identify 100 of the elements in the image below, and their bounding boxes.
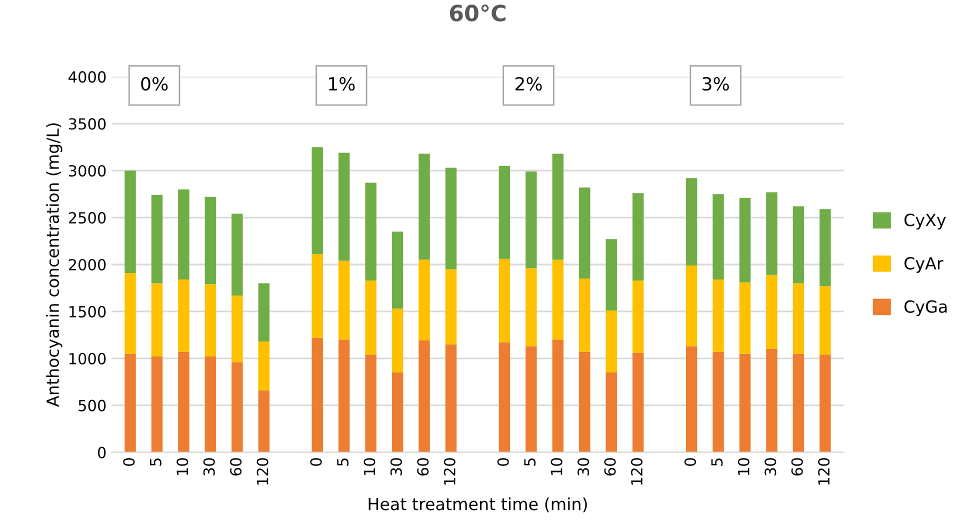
annotation: 2% xyxy=(516,77,542,91)
y-tick-label: 500 xyxy=(78,400,106,412)
x-tick-label: 120 xyxy=(444,458,456,485)
bar xyxy=(312,338,323,452)
bar xyxy=(712,280,724,352)
bar xyxy=(124,170,136,273)
x-tick-label: 0 xyxy=(123,458,135,466)
x-axis-title: Heat treatment time (min) xyxy=(368,497,587,512)
bar xyxy=(392,308,404,372)
bar xyxy=(204,356,216,452)
x-tick-label: 5 xyxy=(524,458,536,466)
x-tick-label: 0 xyxy=(497,458,509,466)
bar xyxy=(445,168,457,270)
x-tick-label: 60 xyxy=(604,458,616,476)
bar xyxy=(418,340,430,452)
bar xyxy=(258,341,270,390)
bar xyxy=(579,278,590,352)
bar xyxy=(792,206,804,284)
x-tick-label: 0 xyxy=(684,458,696,466)
bar xyxy=(552,154,564,260)
bar xyxy=(526,268,537,346)
bar xyxy=(739,354,751,452)
x-tick-label: 30 xyxy=(203,458,215,476)
bar xyxy=(418,260,430,341)
bar xyxy=(579,188,590,279)
y-tick-label: 1500 xyxy=(69,306,106,318)
y-tick-label: 0 xyxy=(98,446,106,458)
bar xyxy=(712,194,724,280)
bar xyxy=(312,147,323,254)
x-tick-label: 60 xyxy=(417,458,429,476)
bar xyxy=(632,280,644,353)
bar xyxy=(739,198,751,282)
bar xyxy=(632,352,644,452)
bar xyxy=(606,372,617,452)
bar xyxy=(392,232,404,309)
bar xyxy=(792,354,804,452)
bar xyxy=(204,284,216,357)
bar xyxy=(606,239,617,311)
chart-title: 60°C xyxy=(450,4,506,22)
bar xyxy=(151,356,163,452)
y-tick-label: 3500 xyxy=(68,118,106,130)
bar xyxy=(820,286,831,355)
bar xyxy=(365,354,376,452)
bar xyxy=(766,192,778,275)
bar xyxy=(338,260,350,340)
x-tick-label: 120 xyxy=(818,458,830,485)
bar xyxy=(365,182,376,280)
bar xyxy=(151,195,163,284)
x-tick-label: 0 xyxy=(310,458,322,466)
bar xyxy=(445,269,457,344)
x-tick-label: 30 xyxy=(578,458,590,476)
x-tick-label: 10 xyxy=(550,458,562,475)
bar xyxy=(258,390,270,452)
bar xyxy=(232,295,243,362)
y-tick-label: 1000 xyxy=(69,352,106,364)
x-tick-label: 10 xyxy=(364,458,376,475)
bar xyxy=(312,254,323,338)
bar xyxy=(606,310,617,372)
bar xyxy=(445,344,457,452)
bar xyxy=(579,352,590,452)
y-tick-label: 4000 xyxy=(68,71,106,83)
x-tick-label: 60 xyxy=(230,458,242,476)
annotation: 0% xyxy=(141,77,168,91)
bar xyxy=(338,152,350,261)
bar xyxy=(820,209,831,286)
bar xyxy=(526,346,537,452)
x-tick-label: 10 xyxy=(738,458,750,475)
bar xyxy=(552,260,564,340)
bar xyxy=(151,283,163,357)
bar xyxy=(124,354,136,452)
bar xyxy=(686,265,698,346)
bar xyxy=(686,178,698,266)
x-tick-label: 120 xyxy=(630,458,643,485)
x-tick-label: 5 xyxy=(150,458,162,466)
legend-label: CyGa xyxy=(904,300,947,316)
x-tick-label: 30 xyxy=(390,458,402,476)
x-tick-label: 5 xyxy=(337,458,349,466)
bar xyxy=(498,258,510,342)
y-tick-label: 3000 xyxy=(68,165,106,177)
annotation: 1% xyxy=(329,77,355,91)
bar xyxy=(792,283,804,354)
bar xyxy=(124,272,136,354)
bar xyxy=(498,166,510,259)
bar xyxy=(712,352,724,452)
bar xyxy=(739,282,751,354)
bar xyxy=(338,340,350,452)
bar xyxy=(232,362,243,452)
bar xyxy=(526,172,537,268)
bar xyxy=(766,274,778,350)
bar xyxy=(258,283,270,342)
bar xyxy=(178,189,190,280)
bar xyxy=(204,196,216,284)
y-axis-title: Anthocyanin concentration (mg/L) xyxy=(46,123,62,407)
x-tick-label: 5 xyxy=(711,458,723,466)
bar xyxy=(365,280,376,355)
y-tick-label: 2500 xyxy=(68,212,106,224)
x-tick-label: 120 xyxy=(256,458,268,485)
x-tick-label: 30 xyxy=(764,458,776,476)
legend-label: CyXy xyxy=(904,214,946,230)
x-tick-label: 60 xyxy=(791,458,803,476)
